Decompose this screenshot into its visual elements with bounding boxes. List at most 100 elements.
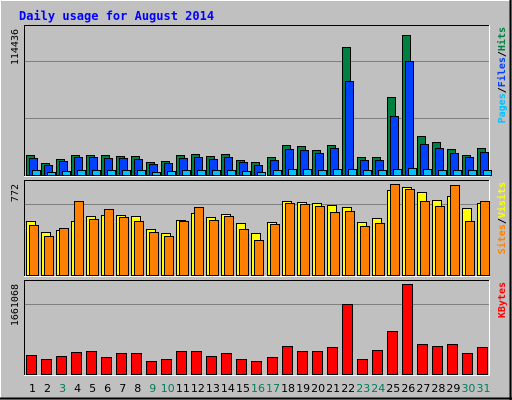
legend-entry: Sites [496,224,508,254]
bar-sites-day-13 [209,220,219,276]
legend-entry: KBytes [497,282,508,318]
bar-pages-day-2 [47,172,56,176]
bar-sites-day-21 [330,212,340,276]
bar-pages-day-9 [152,172,161,176]
x-tick-label: 20 [311,382,325,395]
x-tick-label: 29 [446,382,460,395]
x-tick-label: 13 [206,382,220,395]
bar-kbytes-day-10 [161,359,172,375]
bar-sites-day-26 [405,189,415,276]
bar-pages-day-7 [122,170,131,176]
bar-sites-day-2 [44,236,54,276]
bar-kbytes-day-1 [26,355,37,375]
bar-pages-day-6 [107,170,116,176]
bar-sites-day-19 [300,204,310,276]
bar-pages-day-14 [227,170,236,176]
legend-entry: / [497,51,508,57]
x-tick-label: 27 [416,382,430,395]
bar-kbytes-day-6 [101,357,112,375]
x-tick-label: 26 [401,382,415,395]
y-max-label: 1661068 [10,284,21,326]
bar-pages-day-23 [363,170,372,176]
bar-pages-day-11 [182,170,191,176]
bar-sites-day-4 [74,201,84,276]
bar-kbytes-day-11 [176,351,187,375]
bar-pages-day-27 [423,169,432,176]
x-tick-label: 18 [281,382,295,395]
x-tick-label: 15 [236,382,250,395]
bar-kbytes-day-23 [357,359,368,375]
legend: Sites/Visits [496,182,508,254]
bar-kbytes-day-16 [251,361,262,375]
bar-sites-day-8 [134,221,144,276]
bar-kbytes-day-3 [56,356,67,375]
legend-entry: Pages [497,93,508,123]
bar-sites-day-11 [179,221,189,276]
bar-sites-day-12 [194,207,204,276]
bar-pages-day-22 [348,169,357,176]
bar-pages-day-10 [167,171,176,176]
bar-kbytes-day-20 [312,351,323,375]
y-max-label: 772 [10,184,21,202]
bar-kbytes-day-13 [206,356,217,375]
bar-pages-day-24 [378,170,387,176]
legend-entry: Files [496,57,508,87]
bar-sites-day-28 [435,206,445,276]
x-tick-label: 17 [266,382,280,395]
x-tick-label: 12 [191,382,205,395]
bar-kbytes-day-29 [447,344,458,375]
bar-sites-day-22 [345,211,355,276]
bar-files-day-22 [345,81,354,176]
x-tick-label: 19 [296,382,310,395]
bar-kbytes-day-4 [71,352,82,375]
bar-sites-day-16 [254,240,264,276]
bar-kbytes-day-22 [342,304,353,375]
bar-pages-day-26 [408,168,417,176]
x-tick-label: 23 [356,382,370,395]
legend-entry: Hits [496,27,508,51]
bar-files-day-25 [390,116,399,176]
bar-kbytes-day-17 [267,357,278,375]
bar-pages-day-28 [438,170,447,176]
bar-sites-day-1 [29,225,39,276]
bar-kbytes-day-27 [417,344,428,375]
x-tick-label: 4 [74,382,81,395]
bar-sites-day-3 [59,228,69,276]
bar-sites-day-14 [224,216,234,276]
y-max-label: 114436 [10,29,21,65]
x-tick-label: 8 [134,382,141,395]
bar-kbytes-day-28 [432,346,443,375]
bar-sites-day-20 [315,206,325,276]
x-tick-label: 10 [161,382,175,395]
legend: Pages/Files/Hits [496,27,508,123]
x-tick-label: 11 [176,382,190,395]
bar-kbytes-day-25 [387,331,398,375]
bar-kbytes-day-9 [146,361,157,375]
bar-pages-day-21 [333,169,342,176]
x-tick-label: 31 [476,382,490,395]
bar-pages-day-25 [393,169,402,176]
x-tick-label: 25 [386,382,400,395]
bar-kbytes-day-8 [131,353,142,375]
x-tick-label: 24 [371,382,385,395]
bar-sites-day-25 [390,184,400,276]
bar-kbytes-day-21 [327,347,338,375]
x-tick-label: 30 [461,382,475,395]
x-tick-label: 22 [341,382,355,395]
x-tick-label: 2 [44,382,51,395]
bar-sites-day-27 [420,201,430,276]
bar-kbytes-day-12 [191,351,202,375]
legend: KBytes [497,282,508,318]
bar-pages-day-15 [242,171,251,176]
x-tick-label: 14 [221,382,235,395]
legend-entry: / [497,218,508,224]
bar-pages-day-13 [212,170,221,176]
bar-pages-day-1 [32,170,41,176]
legend-entry: Visits [496,182,508,218]
bar-sites-day-18 [285,203,295,276]
bar-pages-day-29 [453,170,462,176]
bar-kbytes-day-7 [116,353,127,375]
bar-kbytes-day-30 [462,353,473,375]
